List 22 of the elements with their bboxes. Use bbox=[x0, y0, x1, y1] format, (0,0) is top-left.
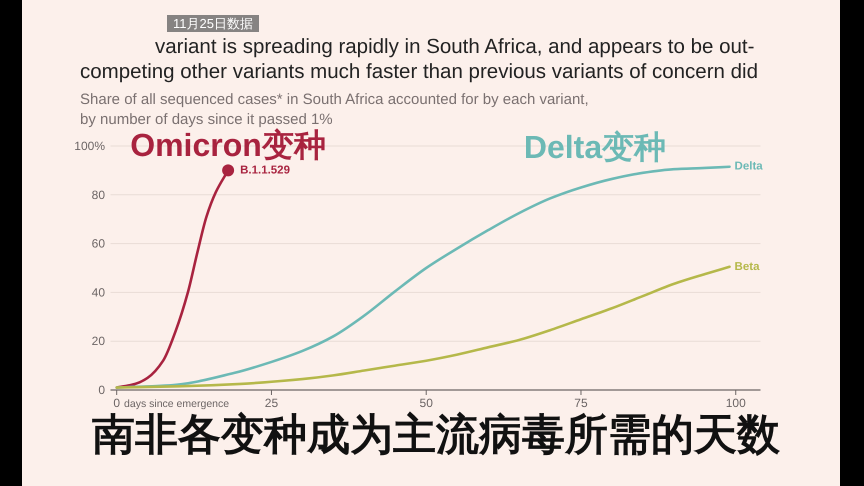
annotation: Omicron变种 bbox=[130, 127, 326, 163]
y-tick-label: 60 bbox=[92, 236, 106, 251]
x-tick-label: 75 bbox=[574, 396, 588, 410]
chart-subtitle: Share of all sequenced cases* in South Africa accounted for by each variant, by number of days since it passed 1% bbox=[80, 90, 590, 128]
x-tick-label: 25 bbox=[264, 396, 278, 410]
y-tick-label: 80 bbox=[92, 188, 106, 202]
y-tick-label: 20 bbox=[92, 334, 106, 348]
x-axis-title: days since emergence bbox=[124, 398, 230, 410]
y-tick-label: 0 bbox=[98, 383, 106, 397]
text: 11月25日数据 bbox=[167, 15, 259, 32]
series-label: B.1.1.529 bbox=[240, 164, 290, 176]
y-tick-label: 100% bbox=[74, 139, 106, 153]
series-label: Delta bbox=[734, 160, 764, 173]
series-label: Beta bbox=[734, 260, 760, 273]
annotation: Delta变种 bbox=[524, 129, 666, 165]
chart-title: variant is spreading rapidly in South Africa, and appears to be out-competing other variants much faster than previous variants of concern did bbox=[80, 34, 759, 84]
x-tick-label: 50 bbox=[420, 396, 434, 410]
x-tick-label: 100 bbox=[726, 396, 746, 410]
x-tick-label: 0 bbox=[113, 396, 120, 410]
line-series bbox=[115, 265, 731, 389]
y-tick-label: 40 bbox=[92, 285, 106, 300]
text: 南非各变种成为主流病毒所需的天数 bbox=[92, 411, 781, 459]
